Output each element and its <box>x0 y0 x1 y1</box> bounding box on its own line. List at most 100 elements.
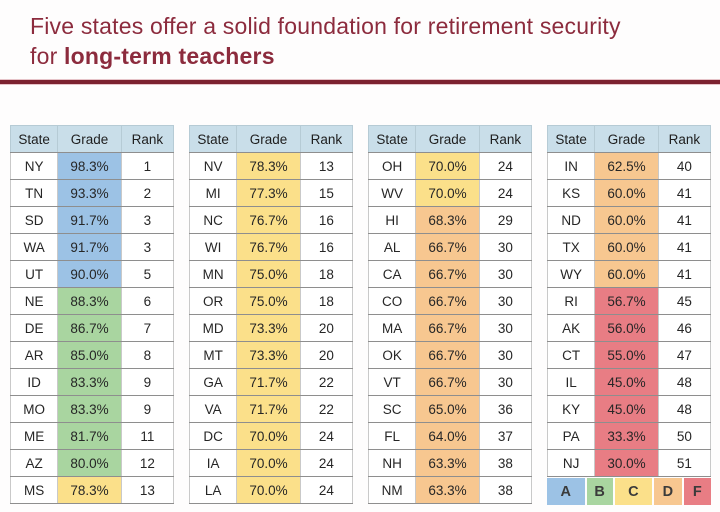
state-cell: DE <box>9 314 59 342</box>
table-row: PA 33.3% 50 <box>546 422 712 450</box>
state-cell: CA <box>367 260 417 288</box>
grade-cell: 85.0% <box>57 341 122 369</box>
rank-cell: 41 <box>657 260 712 288</box>
rank-cell: 9 <box>120 368 175 396</box>
page-title: Five states offer a solid foundation for… <box>0 0 720 71</box>
rank-cell: 24 <box>299 449 354 477</box>
column-header-rank: Rank <box>299 125 354 153</box>
rank-cell: 38 <box>478 476 533 504</box>
grade-table-column-1: State Grade Rank NY 98.3% 1 TN 93.3% 2 SD 91.7% 3 WA… <box>9 125 175 505</box>
state-cell: RI <box>546 287 596 315</box>
grade-cell: 56.0% <box>594 314 659 342</box>
rank-cell: 6 <box>120 287 175 315</box>
header-row: State Grade Rank <box>9 125 175 153</box>
table-row: NC 76.7% 16 <box>188 206 354 234</box>
table-row: ID 83.3% 9 <box>9 368 175 396</box>
table-row: AR 85.0% 8 <box>9 341 175 369</box>
state-cell: VT <box>367 368 417 396</box>
grade-cell: 66.7% <box>415 287 480 315</box>
legend-item-b: B <box>586 478 613 505</box>
title-line2-bold: long-term teachers <box>64 43 275 69</box>
grade-cell: 33.3% <box>594 422 659 450</box>
header-row: State Grade Rank <box>188 125 354 153</box>
rank-cell: 30 <box>478 368 533 396</box>
grade-cell: 76.7% <box>236 233 301 261</box>
grade-cell: 63.3% <box>415 449 480 477</box>
rank-cell: 30 <box>478 287 533 315</box>
grade-cell: 68.3% <box>415 206 480 234</box>
state-cell: NV <box>188 152 238 180</box>
state-cell: VA <box>188 395 238 423</box>
table-row: NV 78.3% 13 <box>188 152 354 180</box>
grade-table-column-2: State Grade Rank NV 78.3% 13 MI 77.3% 15 NC 76.7% 1… <box>188 125 354 505</box>
state-cell: OH <box>367 152 417 180</box>
column-header-rank: Rank <box>478 125 533 153</box>
state-cell: NE <box>9 287 59 315</box>
table-row: NY 98.3% 1 <box>9 152 175 180</box>
grade-cell: 66.7% <box>415 233 480 261</box>
grade-cell: 93.3% <box>57 179 122 207</box>
rank-cell: 20 <box>299 314 354 342</box>
state-cell: NC <box>188 206 238 234</box>
column-header-state: State <box>188 125 238 153</box>
grade-table-column-4: State Grade Rank IN 62.5% 40 KS 60.0% 41 ND 60.0% 4… <box>546 125 712 505</box>
column-header-state: State <box>9 125 59 153</box>
grade-cell: 60.0% <box>594 206 659 234</box>
legend-item-d: D <box>654 478 682 505</box>
table-row: FL 64.0% 37 <box>367 422 533 450</box>
state-cell: ND <box>546 206 596 234</box>
table-row: WV 70.0% 24 <box>367 179 533 207</box>
grade-cell: 45.0% <box>594 395 659 423</box>
rank-cell: 11 <box>120 422 175 450</box>
state-cell: TX <box>546 233 596 261</box>
rank-cell: 30 <box>478 260 533 288</box>
grade-tables-container: State Grade Rank NY 98.3% 1 TN 93.3% 2 SD 91.7% 3 WA… <box>9 125 712 505</box>
state-cell: NM <box>367 476 417 504</box>
grade-cell: 30.0% <box>594 449 659 477</box>
table-row: NJ 30.0% 51 <box>546 449 712 477</box>
rank-cell: 3 <box>120 206 175 234</box>
table-row: UT 90.0% 5 <box>9 260 175 288</box>
state-cell: MO <box>9 395 59 423</box>
column-header-state: State <box>367 125 417 153</box>
rank-cell: 24 <box>478 179 533 207</box>
grade-cell: 60.0% <box>594 179 659 207</box>
state-cell: DC <box>188 422 238 450</box>
table-row: AL 66.7% 30 <box>367 233 533 261</box>
grade-cell: 91.7% <box>57 233 122 261</box>
state-cell: IA <box>188 449 238 477</box>
grade-cell: 66.7% <box>415 341 480 369</box>
grade-cell: 77.3% <box>236 179 301 207</box>
state-cell: AZ <box>9 449 59 477</box>
state-cell: SD <box>9 206 59 234</box>
rank-cell: 2 <box>120 179 175 207</box>
grade-cell: 70.0% <box>415 179 480 207</box>
state-cell: SC <box>367 395 417 423</box>
table-row: AZ 80.0% 12 <box>9 449 175 477</box>
grade-cell: 71.7% <box>236 368 301 396</box>
state-cell: WI <box>188 233 238 261</box>
grade-cell: 62.5% <box>594 152 659 180</box>
table-row: MI 77.3% 15 <box>188 179 354 207</box>
state-cell: NY <box>9 152 59 180</box>
grade-cell: 45.0% <box>594 368 659 396</box>
grade-cell: 66.7% <box>415 260 480 288</box>
title-line1: Five states offer a solid foundation for… <box>30 13 621 39</box>
table-row: TN 93.3% 2 <box>9 179 175 207</box>
grade-cell: 81.7% <box>57 422 122 450</box>
grade-table-column-3: State Grade Rank OH 70.0% 24 WV 70.0% 24 HI 68.3% 2… <box>367 125 533 505</box>
table-row: OH 70.0% 24 <box>367 152 533 180</box>
column-header-state: State <box>546 125 596 153</box>
grade-cell: 65.0% <box>415 395 480 423</box>
grade-cell: 63.3% <box>415 476 480 504</box>
grade-cell: 75.0% <box>236 260 301 288</box>
rank-cell: 13 <box>120 476 175 504</box>
grade-cell: 80.0% <box>57 449 122 477</box>
grade-cell: 76.7% <box>236 206 301 234</box>
rank-cell: 51 <box>657 449 712 477</box>
state-grade-table-2: State Grade Rank NV 78.3% 13 MI 77.3% 15 NC 76.7% 1… <box>188 125 354 504</box>
rank-cell: 7 <box>120 314 175 342</box>
column-header-grade: Grade <box>415 125 480 153</box>
table-row: VA 71.7% 22 <box>188 395 354 423</box>
